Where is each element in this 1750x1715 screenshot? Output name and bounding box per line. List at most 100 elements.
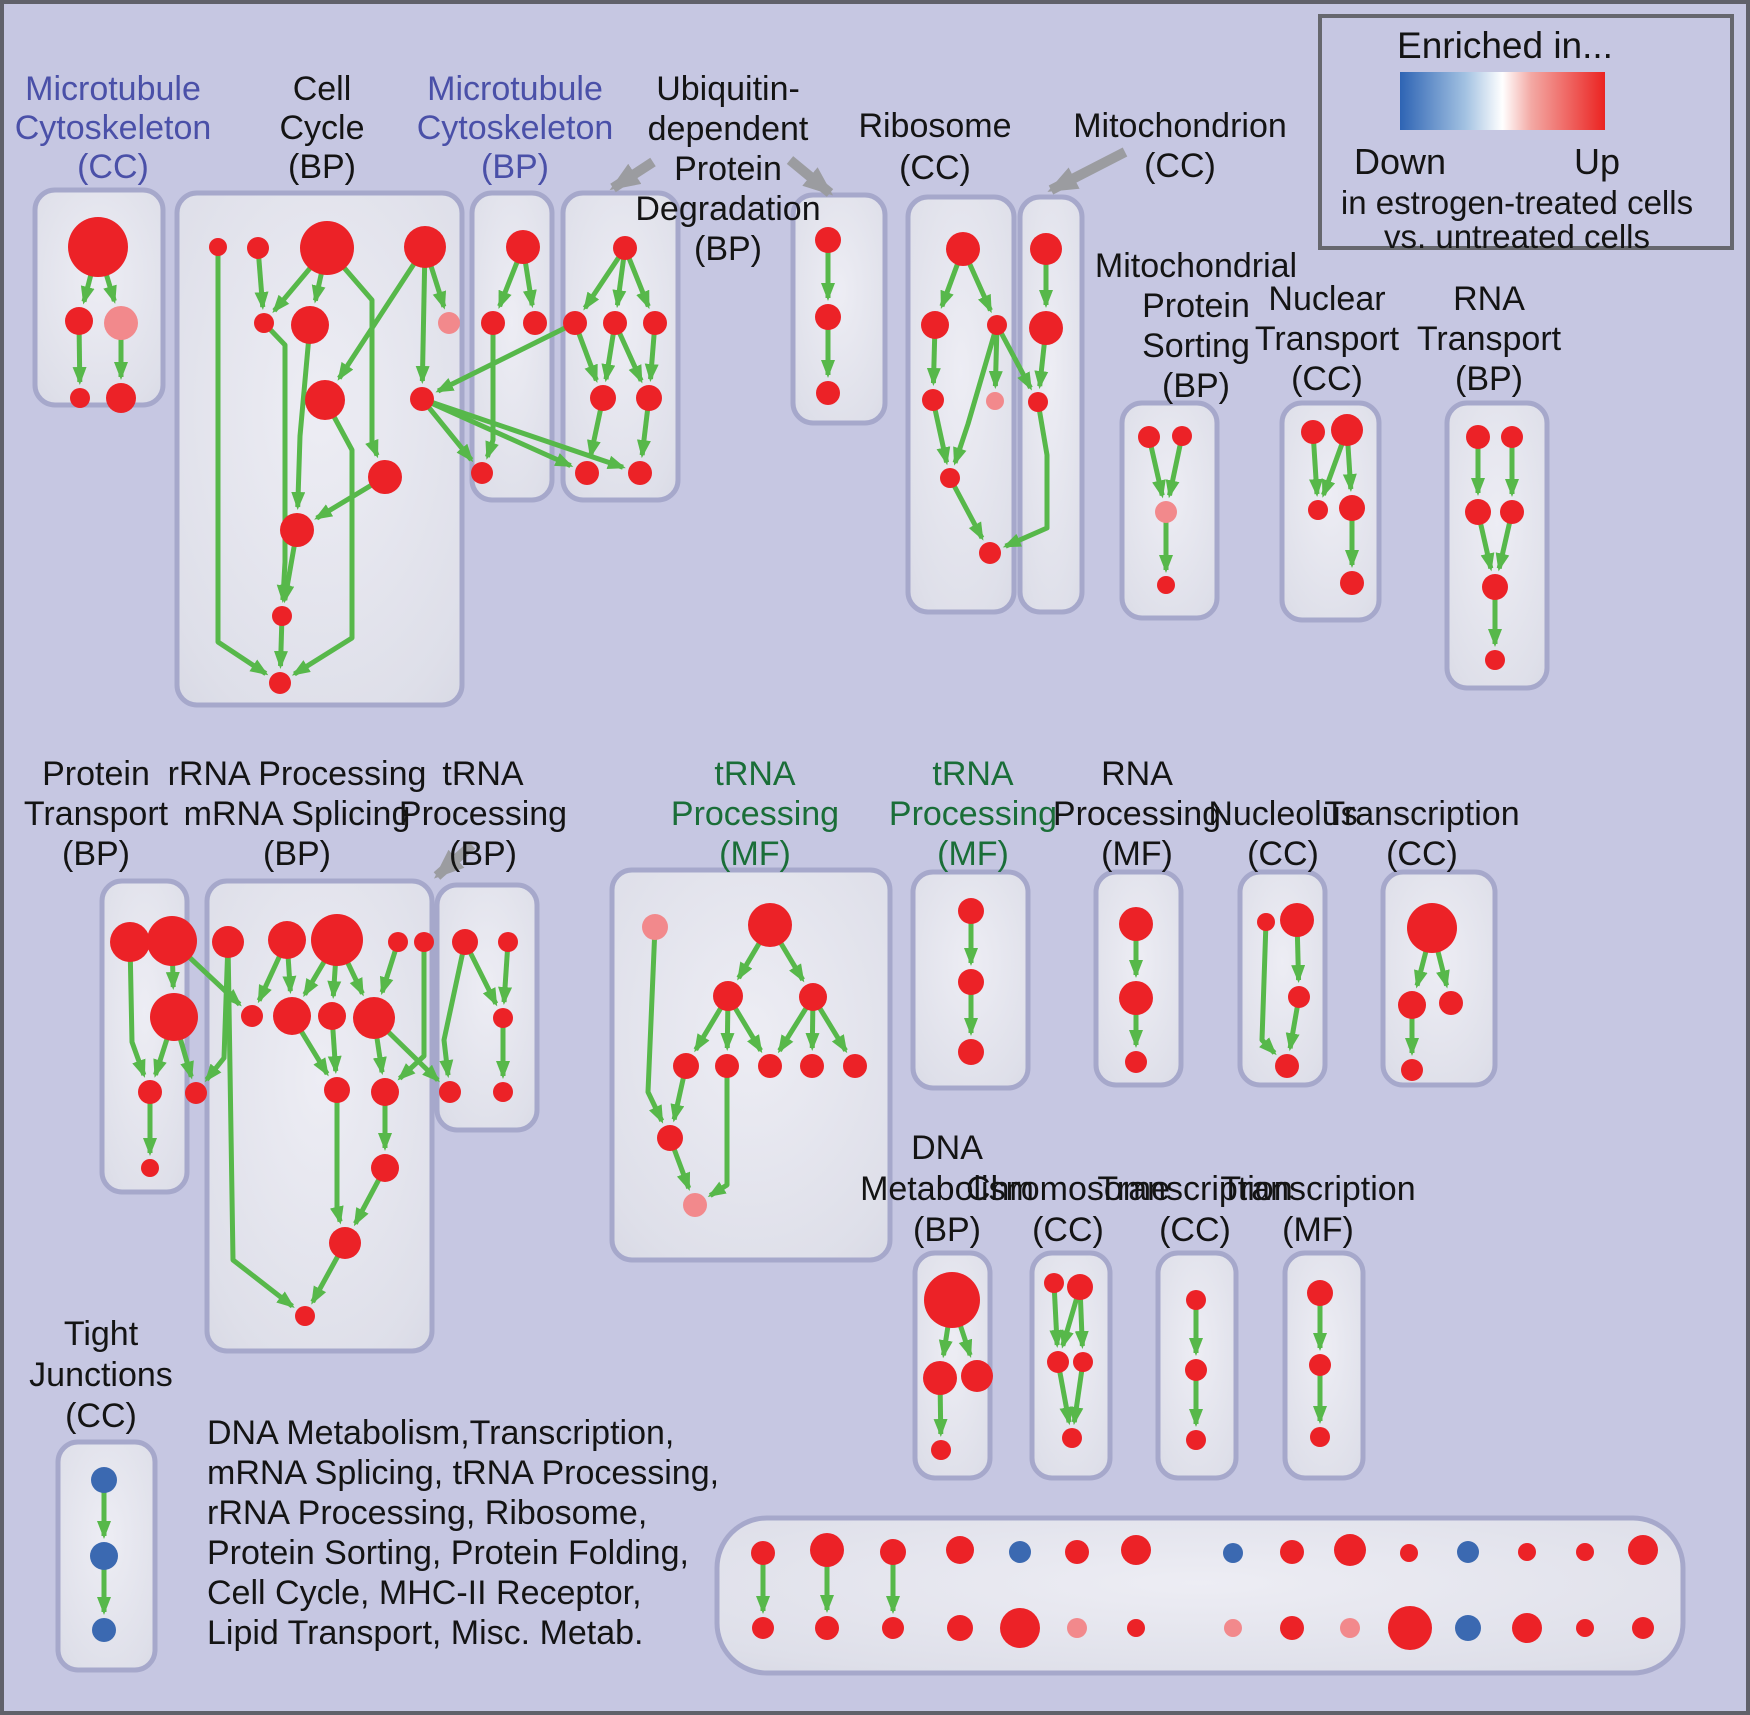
node-ribosome-cv [940, 468, 960, 488]
node-misc-c4b [947, 1615, 973, 1641]
cluster-label-ubiq: Protein [674, 150, 782, 188]
node-cell-cycle-k [280, 513, 314, 547]
layer-edges [72, 240, 1519, 1615]
node-chrm-mr [1073, 1352, 1093, 1372]
cluster-label-rpmf: (MF) [1101, 835, 1173, 873]
cluster-label-tcc1: Transcription [1324, 795, 1519, 833]
cluster-label-rnat: RNA [1453, 280, 1525, 318]
node-misc-c14t [1576, 1543, 1594, 1561]
edge [1165, 435, 1185, 499]
legend-title: Enriched in... [1397, 25, 1613, 66]
node-rr-m3 [318, 1002, 346, 1030]
edge [1069, 1361, 1086, 1426]
node-rnat-b [1485, 650, 1505, 670]
cluster-box-rpmf [1093, 869, 1184, 1088]
node-nuct-ml [1308, 500, 1328, 520]
cluster-label-rnat: (BP) [1455, 360, 1523, 398]
edge [291, 398, 355, 677]
cluster-label-mt-bp: (BP) [481, 148, 549, 186]
node-mt-bp-mr [523, 311, 547, 335]
node-tmf3-a [1307, 1280, 1333, 1306]
node-misc-c10b [1340, 1618, 1360, 1638]
node-tcc1-cl [1398, 991, 1426, 1019]
cluster-label-rr: mRNA Splicing [184, 795, 411, 833]
node-nuct-b [1340, 571, 1364, 595]
edge [337, 245, 428, 381]
node-dnam-b [931, 1440, 951, 1460]
node-mt-cc-n3 [104, 306, 138, 340]
cluster-label-mt-bp: Microtubule [427, 70, 603, 108]
layer-pointer-arrows [433, 147, 1128, 880]
legend-caption: vs. untreated cells [1384, 218, 1650, 255]
cluster-label-ubiq: Degradation [635, 190, 820, 228]
edge [204, 941, 231, 1083]
node-chrm-tr [1067, 1274, 1093, 1300]
cluster-label-tbp: Processing [399, 795, 567, 833]
node-mt-cc-n5 [106, 383, 136, 413]
node-rnat-tr [1501, 426, 1523, 448]
node-ribosome-pk [986, 392, 1004, 410]
legend-caption: in estrogen-treated cells [1341, 184, 1693, 221]
node-cell-cycle-g [438, 312, 460, 334]
cluster-label-pt: Transport [24, 795, 169, 833]
edge [225, 941, 295, 1309]
node-misc-c5t [1009, 1541, 1031, 1563]
node-misc-c9t [1280, 1540, 1304, 1564]
node-tj-b [90, 1542, 118, 1570]
cluster-label-mito: Mitochondrion [1073, 107, 1287, 145]
cluster-label-ubiq: Ubiquitin- [656, 70, 800, 108]
cluster-label-mps: Mitochondrial [1095, 247, 1297, 285]
misc-category-text: Cell Cycle, MHC-II Receptor, [207, 1574, 642, 1612]
node-tbp-tl [452, 929, 478, 955]
node-tmf1-c1 [673, 1053, 699, 1079]
node-misc-c15b [1632, 1617, 1654, 1639]
node-tmf1-bt [683, 1193, 707, 1217]
node-rpmf-c [1125, 1051, 1147, 1073]
node-mt-cc-n2 [65, 307, 93, 335]
node-tmf2-a [958, 898, 984, 924]
legend-box [1318, 14, 1734, 250]
node-rr-z [295, 1306, 315, 1326]
cluster-label-tj: Tight [64, 1315, 139, 1353]
cluster-box-tcc1 [1380, 869, 1498, 1088]
node-rr-r2 [268, 921, 306, 959]
node-tcc2-a [1186, 1290, 1206, 1310]
cluster-label-mt-cc: Microtubule [25, 70, 201, 108]
edge [215, 247, 269, 676]
node-rr-r3 [311, 914, 363, 966]
node-tmf2-b [958, 969, 984, 995]
node-nuct-mr [1339, 495, 1365, 521]
node-nucl-tl [1257, 913, 1275, 931]
edge [1049, 1282, 1064, 1349]
node-tj-a [91, 1467, 117, 1493]
node-rnat-ml [1465, 499, 1491, 525]
edge [988, 324, 1003, 390]
misc-category-text: DNA Metabolism,Transcription, [207, 1414, 674, 1452]
node-chrm-tl [1044, 1273, 1064, 1293]
cluster-label-pt: Protein [42, 755, 150, 793]
node-nucl-tr [1280, 903, 1314, 937]
cluster-label-rr: rRNA Processing [168, 755, 427, 793]
legend-gradient-bar [1400, 72, 1605, 130]
node-misc-c7b [1127, 1619, 1145, 1637]
node-misc-c2b [815, 1616, 839, 1640]
node-mps-tr [1172, 426, 1192, 446]
cluster-label-tbp: tRNA [442, 755, 524, 793]
edge [582, 246, 628, 311]
node-rpmf-b [1119, 981, 1153, 1015]
cluster-label-tmf2: Processing [889, 795, 1057, 833]
cluster-label-tmf1: Processing [671, 795, 839, 833]
label-pointer-arrow [609, 157, 656, 193]
cluster-label-mps: Protein [1142, 287, 1250, 325]
node-chrm-b [1062, 1428, 1082, 1448]
cluster-label-tbp: (BP) [449, 835, 517, 873]
node-misc-c13b [1512, 1613, 1542, 1643]
node-tmf1-ma [713, 981, 743, 1011]
node-rr-m1 [241, 1005, 263, 1027]
node-rr-q [329, 1227, 361, 1259]
node-ribosome-bt [979, 542, 1001, 564]
node-ubiq-m3 [643, 311, 667, 335]
node-rnat-tl [1466, 425, 1490, 449]
node-dnam-t [924, 1272, 980, 1328]
edge [420, 396, 574, 468]
